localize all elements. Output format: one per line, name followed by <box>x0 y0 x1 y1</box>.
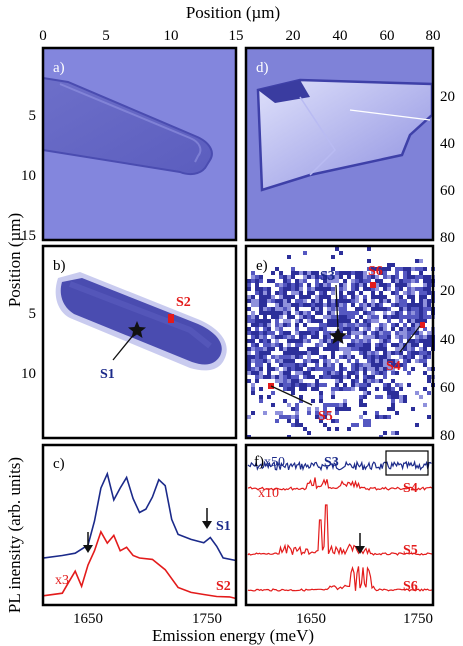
tick: 40 <box>440 332 455 348</box>
series-label-S4: S4 <box>403 481 418 496</box>
speckle-map <box>247 247 435 439</box>
panel-label-d: d) <box>256 60 269 76</box>
tick: 40 <box>440 136 455 152</box>
annotation-S3: S3 <box>320 269 335 284</box>
panel-a: a) 5 10 15 <box>21 46 238 244</box>
top-axis-label: Position (µm) <box>186 3 280 22</box>
panel-label-e: e) <box>256 258 268 274</box>
top-tick: 0 <box>39 28 47 44</box>
series-line-S1 <box>42 471 237 562</box>
panel-b: b) S2 S1 5 10 <box>21 244 238 440</box>
panel-label-c: c) <box>53 456 65 472</box>
tick: 80 <box>440 428 455 444</box>
panel-c-plot <box>42 471 237 600</box>
panel-e: e) S3 S6 S4 S5 20 40 60 80 <box>244 244 455 444</box>
series-label-S1: S1 <box>216 519 231 534</box>
tick: 5 <box>29 306 37 322</box>
series-label-S5: S5 <box>403 543 418 558</box>
tick: 10 <box>21 168 36 184</box>
series-line-S4 <box>247 477 433 491</box>
panel-f: f) x50 S3 x10 S4 S5 S6 1650 1750 <box>244 443 435 627</box>
scale-label-x3: x3 <box>55 573 69 588</box>
top-tick: 20 <box>286 28 301 44</box>
series-line-S3 <box>247 459 432 472</box>
annotation-S1: S1 <box>100 367 115 382</box>
top-tick: 5 <box>102 28 110 44</box>
tick: 1750 <box>403 611 433 627</box>
tick: 20 <box>440 283 455 299</box>
annotation-S2: S2 <box>176 295 191 310</box>
tick: 20 <box>440 89 455 105</box>
top-tick: 60 <box>380 28 395 44</box>
tick: 15 <box>21 228 36 244</box>
top-tick: 40 <box>333 28 348 44</box>
tick: 10 <box>21 366 36 382</box>
left-axis-label: Position (µm) <box>5 213 24 307</box>
annotation-S4: S4 <box>386 359 401 374</box>
annotation-S6: S6 <box>368 264 383 279</box>
series-label-S3: S3 <box>324 455 339 470</box>
series-label-S6: S6 <box>403 579 418 594</box>
panel-c: c) S1 S2 x3 1650 1750 <box>41 443 238 627</box>
panel-f-plot <box>247 459 433 592</box>
panel-label-b: b) <box>53 258 66 274</box>
tick: 5 <box>29 108 37 124</box>
series-line-S6 <box>247 565 433 592</box>
tick: 80 <box>440 230 455 246</box>
series-line-S2 <box>42 529 237 600</box>
top-tick: 15 <box>229 28 244 44</box>
pl-axis-label: PL inensity (arb. units) <box>5 457 24 613</box>
tick: 1650 <box>296 611 326 627</box>
tick: 1650 <box>73 611 103 627</box>
tick: 1750 <box>192 611 222 627</box>
tick: 60 <box>440 183 455 199</box>
panel-d: d) 20 40 60 80 <box>244 46 455 246</box>
annotation-S5: S5 <box>318 409 333 424</box>
top-tick: 10 <box>164 28 179 44</box>
tick: 60 <box>440 380 455 396</box>
bottom-axis-label: Emission energy (meV) <box>152 626 314 645</box>
panel-label-f: f) <box>254 454 264 470</box>
series-label-S2: S2 <box>216 579 231 594</box>
top-tick: 80 <box>426 28 441 44</box>
panel-label-a: a) <box>53 60 65 76</box>
scale-label-x10: x10 <box>258 486 279 501</box>
scale-label-x50: x50 <box>264 455 285 470</box>
series-line-S5 <box>247 504 433 556</box>
